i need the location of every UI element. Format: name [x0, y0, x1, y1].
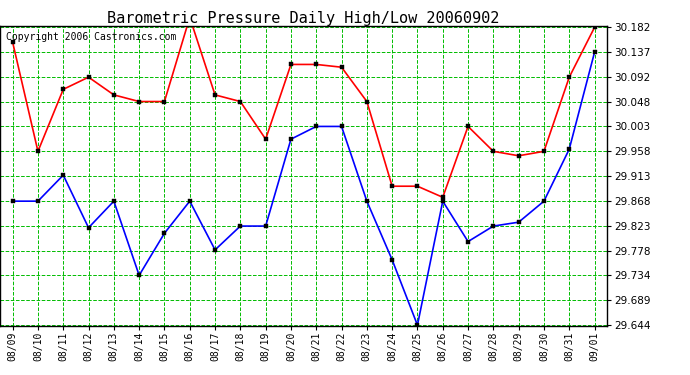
Text: Barometric Pressure Daily High/Low 20060902: Barometric Pressure Daily High/Low 20060…	[108, 11, 500, 26]
Text: Copyright 2006 Castronics.com: Copyright 2006 Castronics.com	[6, 32, 177, 42]
